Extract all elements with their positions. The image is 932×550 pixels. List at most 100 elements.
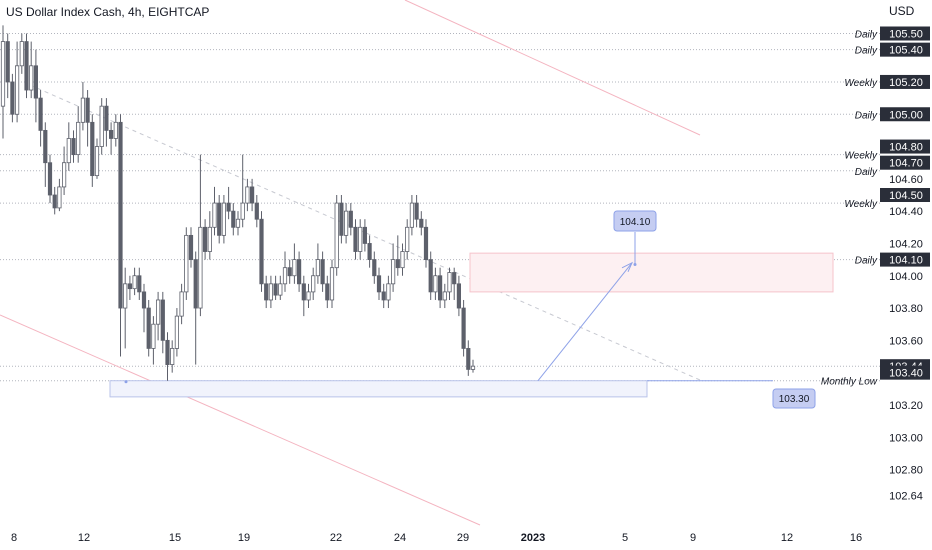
price-axis-label: 103.60 xyxy=(889,335,923,347)
candle-body xyxy=(76,121,81,156)
candle-body xyxy=(254,202,259,220)
price-tag-label: 104.80 xyxy=(889,142,923,154)
callout-target-high-label: 104.10 xyxy=(620,217,651,228)
candle-body xyxy=(282,267,288,285)
candle-body xyxy=(198,226,203,309)
price-tag xyxy=(880,155,930,170)
price-axis-label: 104.60 xyxy=(889,174,923,186)
price-tag-label: 103.40 xyxy=(889,368,923,380)
price-axis-label: 102.64 xyxy=(889,490,923,502)
candle-body xyxy=(301,283,306,301)
candle-body xyxy=(442,291,447,301)
candle-body xyxy=(456,283,462,309)
price-axis-label: 103.80 xyxy=(889,303,923,315)
time-axis-label: 9 xyxy=(690,532,696,544)
price-tag-label: 105.50 xyxy=(889,29,923,41)
candle-body xyxy=(179,291,184,317)
price-tag xyxy=(880,188,930,202)
candle-body xyxy=(38,97,43,131)
candle-body xyxy=(160,299,165,341)
candle-body xyxy=(367,243,372,260)
candle-body xyxy=(287,267,292,277)
candle-body xyxy=(433,275,438,293)
candle-body xyxy=(414,202,419,220)
price-tag-label: 104.50 xyxy=(889,190,923,202)
candle-body xyxy=(24,41,29,91)
candle-body xyxy=(90,121,95,177)
candle-body xyxy=(296,259,302,285)
price-tag-label: 105.00 xyxy=(889,109,923,121)
level-label: Daily xyxy=(855,30,878,41)
price-axis-label: 103.20 xyxy=(889,400,923,412)
price-axis-label: 104.20 xyxy=(889,238,923,250)
candle-body xyxy=(372,259,377,277)
candle-body xyxy=(137,275,142,293)
candle-body xyxy=(343,210,349,236)
candle-body xyxy=(80,97,85,123)
candle-body xyxy=(362,226,368,244)
candle-body xyxy=(10,81,15,115)
candle-body xyxy=(104,105,109,131)
candle-body xyxy=(437,275,443,301)
candle-body xyxy=(470,365,476,370)
price-axis-label: 104.00 xyxy=(889,271,923,283)
candle-body xyxy=(99,105,104,147)
candle-body xyxy=(273,283,278,296)
candle-body xyxy=(325,283,330,301)
candle-body xyxy=(85,97,90,123)
candle-body xyxy=(249,186,255,204)
candle-body xyxy=(334,202,339,269)
price-tag-label: 104.70 xyxy=(889,158,923,170)
candle-body xyxy=(329,267,335,301)
time-axis-label: 2023 xyxy=(521,532,545,544)
candle-body xyxy=(151,323,156,349)
callout-target-high xyxy=(613,210,657,232)
candle-body xyxy=(268,283,274,301)
candle-body xyxy=(43,129,48,164)
price-tag xyxy=(880,42,930,57)
candle-body xyxy=(193,259,198,309)
currency-label: USD xyxy=(889,4,915,18)
candle-body xyxy=(466,348,471,370)
time-axis-label: 15 xyxy=(169,532,181,544)
candle-body xyxy=(109,129,114,139)
candle-body xyxy=(29,65,34,91)
time-axis-label: 8 xyxy=(11,532,17,544)
candle-body xyxy=(47,162,53,196)
candle-body xyxy=(452,272,457,285)
level-label: Daily xyxy=(855,110,878,121)
candle-body xyxy=(231,210,236,228)
candle-body xyxy=(165,339,170,365)
candle-body xyxy=(202,226,208,252)
channel-lower-line xyxy=(0,314,481,526)
price-axis-label: 104.40 xyxy=(889,206,923,218)
time-axis-label: 24 xyxy=(394,532,406,544)
candle-body xyxy=(264,283,269,301)
candle-body xyxy=(348,210,353,228)
candle-body xyxy=(423,226,429,261)
time-axis-label: 19 xyxy=(238,532,250,544)
level-label: Weekly xyxy=(844,151,878,162)
candle-body xyxy=(71,138,76,156)
price-tag-label: 104.10 xyxy=(889,255,923,267)
candle-body xyxy=(118,121,123,309)
candle-body xyxy=(57,186,62,209)
time-axis-label: 5 xyxy=(622,532,628,544)
level-label: Weekly xyxy=(844,78,878,89)
candle-body xyxy=(409,202,415,228)
candle-body xyxy=(52,194,57,209)
candle-body xyxy=(395,259,400,269)
candle-body xyxy=(217,202,222,236)
demand-zone-anchor xyxy=(124,380,128,384)
candle-body xyxy=(127,283,132,290)
candle-body xyxy=(278,283,283,296)
candle-body xyxy=(315,259,321,277)
price-tag xyxy=(880,365,930,380)
candle-body xyxy=(245,186,250,204)
price-tag xyxy=(880,139,930,154)
candle-body xyxy=(353,226,358,252)
candle-body xyxy=(5,41,10,83)
level-label: Daily xyxy=(855,256,878,267)
candle-body xyxy=(235,218,241,228)
